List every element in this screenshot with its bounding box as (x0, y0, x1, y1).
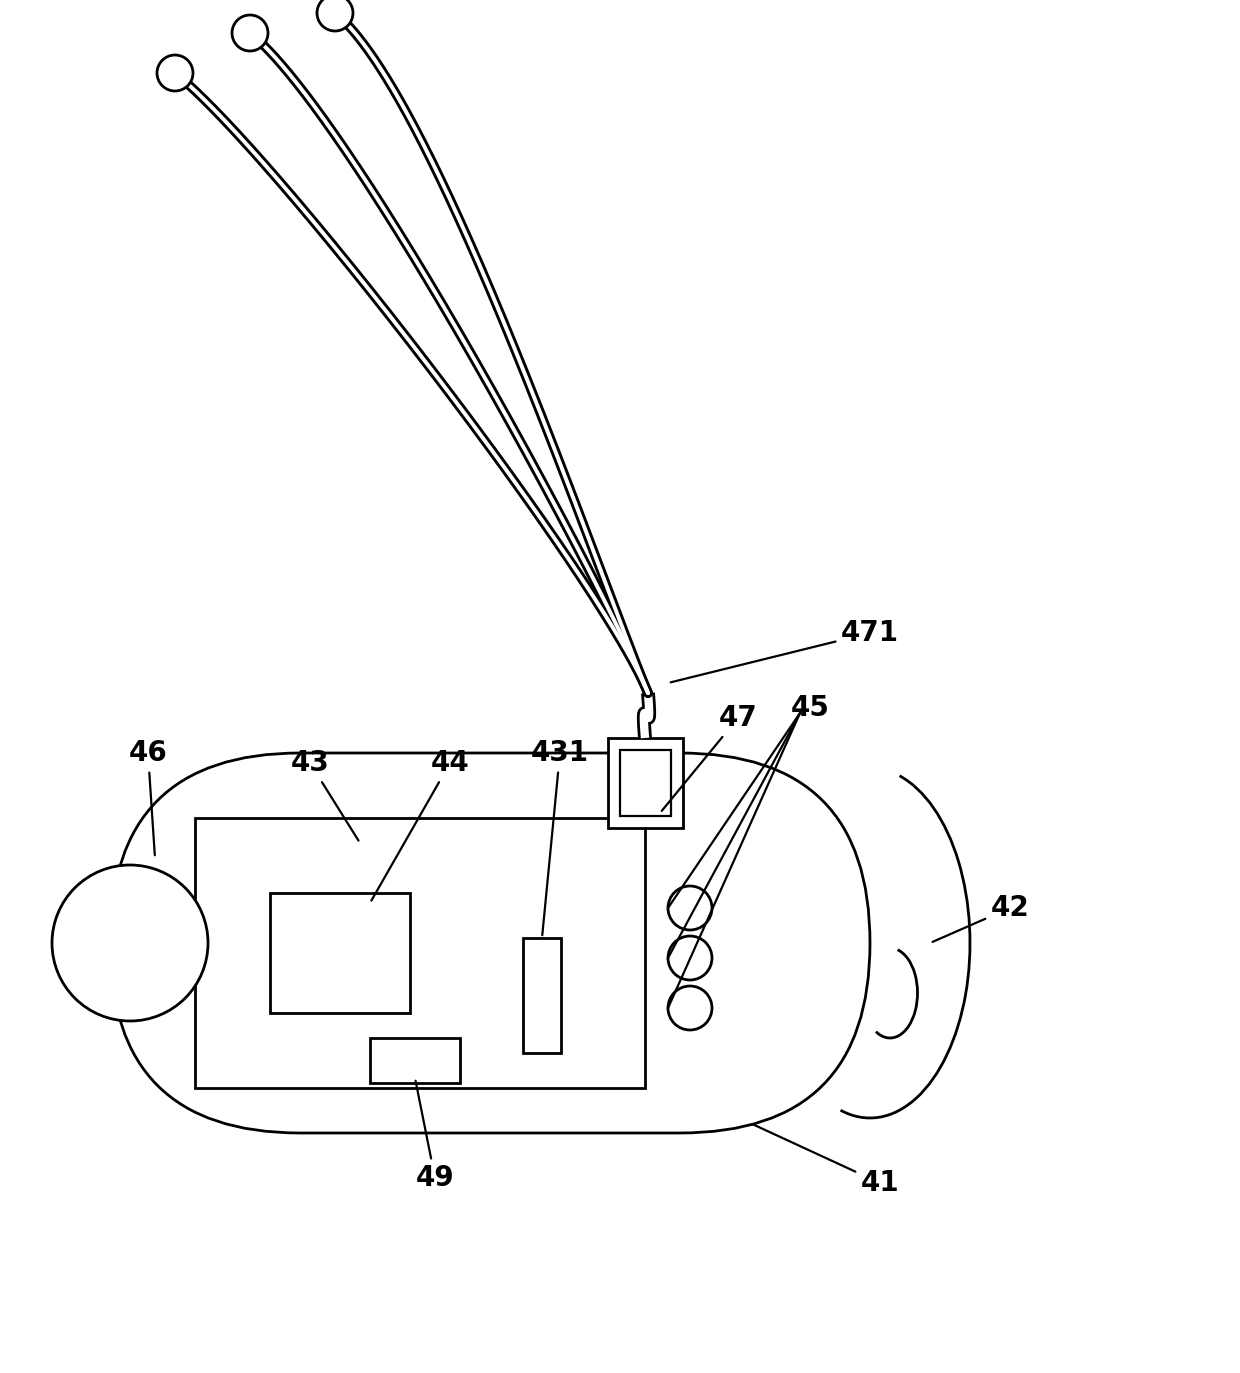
Text: 44: 44 (371, 750, 470, 901)
Text: 41: 41 (753, 1124, 899, 1197)
Text: 471: 471 (671, 619, 899, 682)
Text: 431: 431 (531, 739, 589, 935)
Text: 49: 49 (415, 1081, 454, 1192)
Circle shape (52, 865, 208, 1022)
Circle shape (668, 936, 712, 980)
Bar (370, 1038, 460, 1083)
Circle shape (157, 55, 193, 91)
Text: 46: 46 (129, 739, 167, 855)
Text: 42: 42 (932, 894, 1029, 942)
Text: 45: 45 (791, 693, 830, 722)
Circle shape (668, 886, 712, 930)
Bar (523, 938, 560, 1053)
Text: 47: 47 (662, 704, 758, 811)
Bar (195, 818, 645, 1087)
FancyBboxPatch shape (110, 752, 870, 1133)
Bar (620, 750, 671, 816)
Circle shape (668, 986, 712, 1030)
Bar (608, 739, 682, 828)
Text: 43: 43 (290, 750, 358, 840)
Circle shape (232, 15, 268, 51)
Bar (270, 892, 410, 1013)
Circle shape (317, 0, 353, 32)
